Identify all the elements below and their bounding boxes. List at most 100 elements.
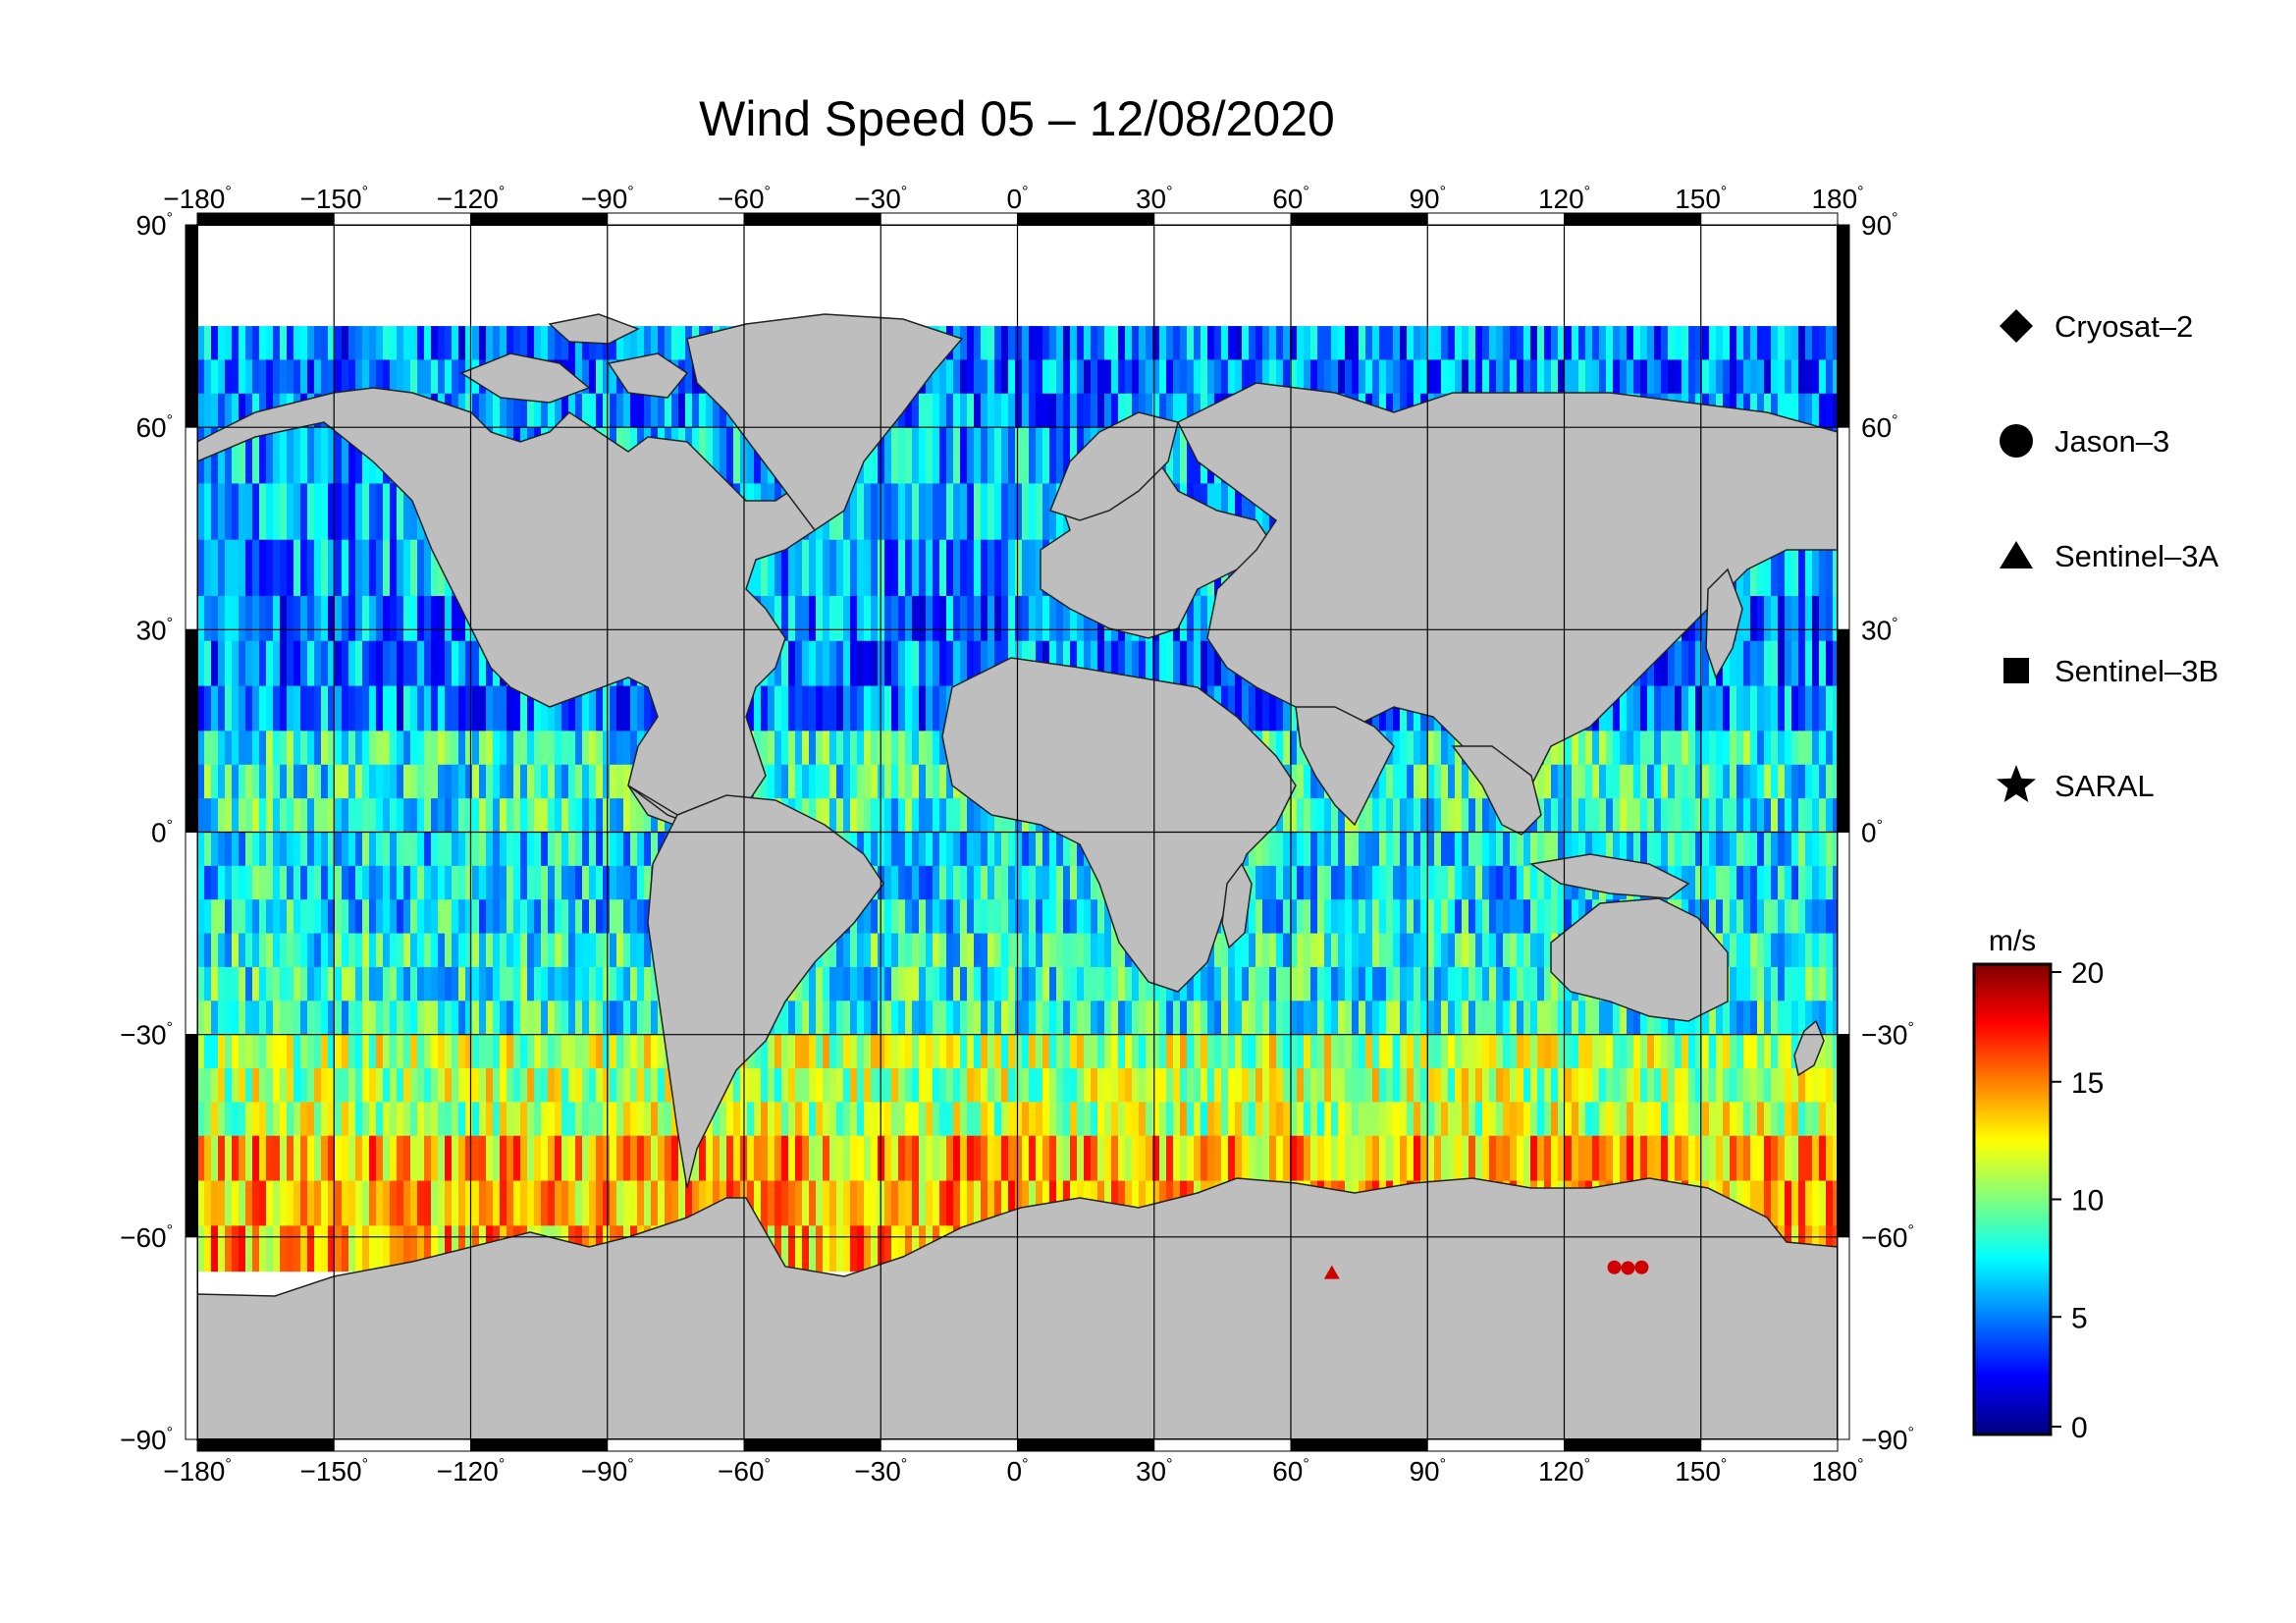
wind-cell [1750, 1102, 1758, 1137]
wind-cell [1448, 1102, 1456, 1137]
wind-cell [252, 899, 260, 935]
wind-cell [218, 832, 226, 867]
wind-cell [321, 899, 329, 935]
wind-cell [926, 483, 934, 541]
wind-cell [232, 326, 240, 361]
wind-cell [390, 730, 398, 766]
wind-cell [658, 1068, 666, 1104]
wind-cell [1578, 1068, 1586, 1104]
wind-cell [1125, 1001, 1133, 1036]
wind-cell [1448, 966, 1456, 1002]
wind-cell [857, 685, 865, 732]
wind-cell [616, 1001, 624, 1036]
wind-cell [335, 1102, 343, 1137]
wind-cell [788, 595, 796, 642]
wind-cell [1111, 1068, 1119, 1104]
wind-cell [1730, 764, 1737, 800]
wind-cell [823, 1034, 830, 1070]
wind-cell [500, 393, 507, 429]
wind-cell [933, 1102, 940, 1137]
wind-cell [568, 1034, 576, 1070]
wind-cell [273, 640, 281, 687]
wind-cell [616, 730, 624, 766]
wind-cell [507, 1034, 514, 1070]
wind-cell [795, 685, 803, 732]
wind-cell [1001, 595, 1009, 642]
wind-cell [1517, 933, 1524, 968]
wind-cell [520, 798, 528, 834]
wind-cell [1764, 764, 1772, 800]
wind-cell [1682, 832, 1689, 867]
wind-cell [1668, 640, 1676, 687]
wind-cell [754, 730, 762, 766]
wind-cell [245, 764, 253, 800]
wind-cell [335, 595, 343, 642]
wind-cell [1304, 966, 1311, 1002]
wind-cell [1592, 1034, 1600, 1070]
wind-cell [287, 595, 294, 642]
wind-cell [1565, 1102, 1573, 1137]
wind-cell [871, 427, 879, 485]
wind-cell [1372, 798, 1380, 834]
wind-cell [1042, 595, 1050, 642]
wind-cell [342, 640, 349, 687]
wind-cell [342, 483, 349, 541]
wind-cell [417, 1068, 425, 1104]
wind-cell [939, 798, 947, 834]
wind-cell [548, 1068, 556, 1104]
wind-cell [912, 595, 920, 642]
wind-cell [1716, 1001, 1724, 1036]
wind-cell [287, 483, 294, 541]
wind-cell [905, 539, 913, 597]
wind-cell [493, 899, 501, 935]
wind-cell [967, 865, 975, 901]
wind-cell [994, 865, 1002, 901]
wind-cell [342, 730, 349, 766]
wind-cell [424, 539, 432, 597]
wind-cell [651, 393, 659, 429]
wind-cell [259, 326, 267, 361]
wind-cell [1084, 933, 1092, 968]
wind-cell [1434, 966, 1442, 1002]
wind-cell [410, 865, 418, 901]
wind-cell [967, 539, 975, 597]
wind-cell [218, 685, 226, 732]
wind-cell [1139, 1068, 1147, 1104]
wind-cell [1249, 832, 1256, 867]
wind-cell [1462, 865, 1469, 901]
wind-cell [1269, 1001, 1277, 1036]
wind-cell [259, 483, 267, 541]
wind-cell [864, 832, 872, 867]
wind-cell [287, 1102, 294, 1137]
wind-cell [905, 595, 913, 642]
wind-cell [967, 832, 975, 867]
wind-cell [939, 1102, 947, 1137]
wind-cell [1503, 865, 1511, 901]
wind-cell [1736, 685, 1744, 732]
wind-cell [1097, 1068, 1105, 1104]
wind-cell [252, 1034, 260, 1070]
wind-cell [1833, 899, 1838, 935]
wind-cell [878, 798, 885, 834]
wind-cell [1764, 933, 1772, 968]
wind-cell [1716, 730, 1724, 766]
wind-cell [280, 483, 288, 541]
wind-cell [561, 1102, 569, 1137]
wind-cell [445, 764, 453, 800]
wind-cell [809, 966, 817, 1002]
wind-cell [884, 539, 892, 597]
wind-cell [1578, 1034, 1586, 1070]
wind-cell [596, 685, 604, 732]
wind-cell [1633, 685, 1641, 732]
wind-cell [1709, 764, 1717, 800]
wind-cell [630, 966, 638, 1002]
wind-cell [355, 730, 363, 766]
wind-cell [314, 427, 322, 485]
wind-cell [335, 1001, 343, 1036]
wind-cell [891, 764, 899, 800]
wind-cell [1104, 1102, 1112, 1137]
wind-cell [1647, 1034, 1655, 1070]
wind-cell [651, 1034, 659, 1070]
wind-cell [1036, 966, 1043, 1002]
wind-cell [1324, 359, 1332, 395]
